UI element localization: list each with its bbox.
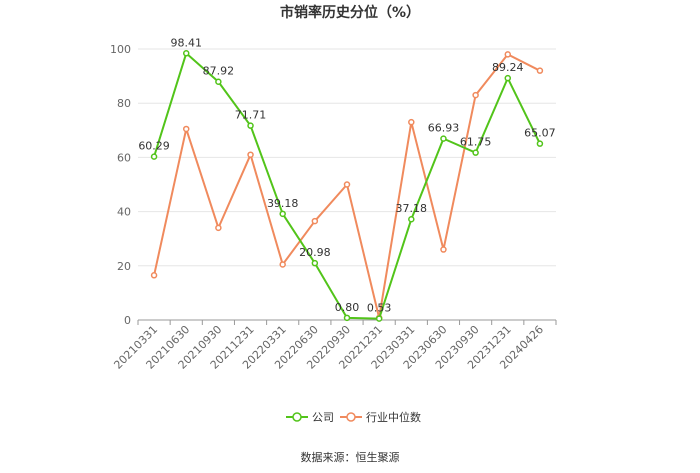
y-tick-label: 0 xyxy=(124,314,131,327)
data-label: 39.18 xyxy=(267,197,299,210)
data-label: 66.93 xyxy=(428,122,460,135)
grid-lines xyxy=(138,48,556,267)
series-point xyxy=(440,246,447,253)
data-label: 0.53 xyxy=(367,302,392,315)
chart-title: 市销率历史分位（%） xyxy=(280,4,420,21)
data-label: 0.80 xyxy=(335,301,360,314)
series-point xyxy=(215,78,222,85)
data-label: 20.98 xyxy=(299,246,331,259)
series-layer xyxy=(150,50,544,322)
data-labels: 60.29 98.41 87.92 71.71 39.18 20.98 0.80 0.53 37… xyxy=(138,36,555,314)
legend-marker[interactable] xyxy=(292,412,302,422)
y-tick-label: 60 xyxy=(117,151,131,164)
series-point xyxy=(536,67,544,74)
y-tick-label: 20 xyxy=(117,260,131,273)
series-point xyxy=(279,210,286,218)
data-label: 71.71 xyxy=(235,109,267,122)
series-point xyxy=(215,224,222,232)
series-point xyxy=(375,315,383,322)
series-point xyxy=(150,153,158,160)
data-label: 61.75 xyxy=(460,136,492,149)
series-point xyxy=(472,91,479,99)
series-point xyxy=(182,50,190,57)
data-label: 89.24 xyxy=(492,61,524,74)
y-tick-label: 40 xyxy=(117,206,131,219)
series-point xyxy=(343,314,351,322)
y-tick-label: 100 xyxy=(110,43,131,56)
legend-label[interactable]: 行业中位数 xyxy=(366,410,421,424)
data-label: 98.41 xyxy=(170,36,202,49)
series-point xyxy=(343,181,351,188)
series-point xyxy=(311,259,319,267)
legend-label[interactable]: 公司 xyxy=(312,411,334,424)
data-label: 60.29 xyxy=(138,140,170,153)
y-tick-label: 80 xyxy=(117,97,131,110)
y-axis: 0 20 40 60 80 100 xyxy=(110,43,131,327)
series-point xyxy=(440,135,447,142)
legend-marker[interactable] xyxy=(346,412,356,422)
data-label: 65.07 xyxy=(524,127,556,140)
series-point xyxy=(279,261,286,268)
series-point xyxy=(504,74,512,82)
series-point xyxy=(472,149,479,156)
source-note: 数据来源：恒生聚源 xyxy=(301,450,400,464)
series-point xyxy=(408,215,415,223)
series-point xyxy=(408,118,415,126)
x-axis: 2021033120210630202109302021123120220331… xyxy=(111,319,557,372)
series-point xyxy=(247,122,254,129)
series-point xyxy=(150,272,158,279)
series-point xyxy=(247,151,254,158)
series-point xyxy=(536,140,544,147)
legend[interactable]: 公司 行业中位数 xyxy=(286,410,421,424)
data-label: 87.92 xyxy=(203,65,235,78)
series-point xyxy=(182,125,190,133)
series-point xyxy=(504,51,512,58)
series-point xyxy=(311,217,319,225)
data-label: 37.18 xyxy=(396,202,428,215)
